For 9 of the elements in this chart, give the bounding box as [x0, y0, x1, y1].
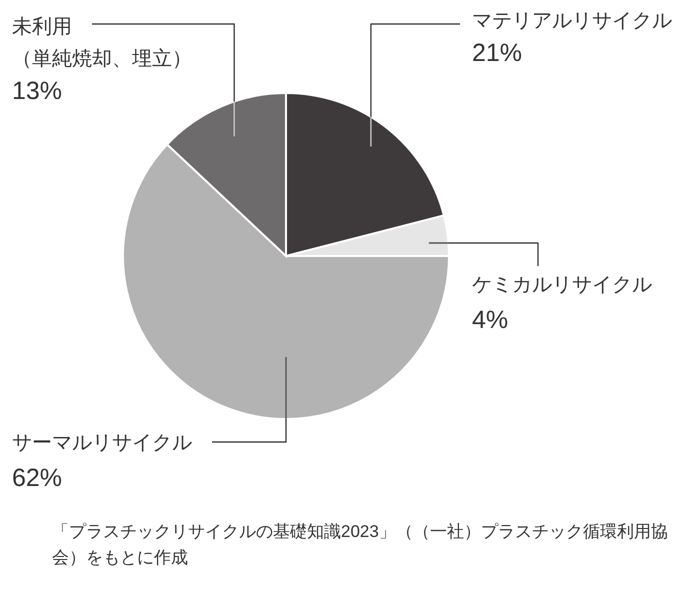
text: 「プラスチックリサイクルの基礎知識2023」（（一社）プラスチック循環利用協会）をもとに作成 — [52, 521, 669, 569]
data-label: 62% — [12, 464, 62, 492]
slice-label: 未利用（単純焼却、埋立） — [12, 16, 192, 70]
slice-label: マテリアルリサイクル — [472, 10, 672, 32]
data-label: 4% — [472, 306, 508, 334]
data-label: 21% — [472, 39, 522, 67]
slice-label: ケミカルリサイクル — [472, 274, 652, 296]
slice-label: サーマルリサイクル — [12, 432, 192, 454]
data-label: 13% — [12, 77, 62, 105]
